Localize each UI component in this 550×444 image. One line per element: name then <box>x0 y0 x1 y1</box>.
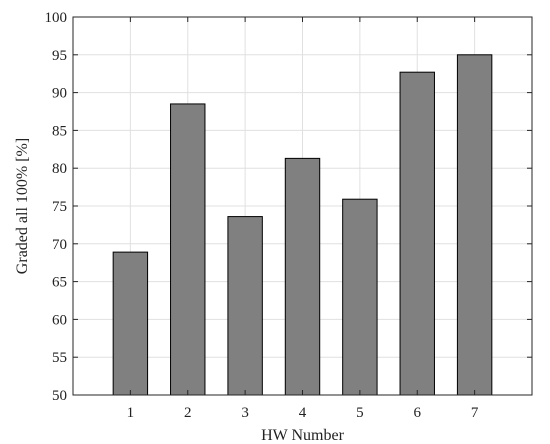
bar-hw-6 <box>399 71 435 396</box>
y-tick-label: 80 <box>52 161 67 177</box>
y-tick-label: 50 <box>52 388 67 404</box>
bar-hw-3 <box>227 216 263 396</box>
y-tick-label: 75 <box>52 199 67 215</box>
x-tick-label: 2 <box>184 405 192 421</box>
bar-hw-4 <box>284 157 321 396</box>
x-tick-label: 5 <box>356 405 364 421</box>
x-tick-label: 1 <box>127 405 135 421</box>
bars <box>112 54 493 396</box>
y-tick-label: 85 <box>52 123 67 139</box>
bar-hw-1 <box>112 251 149 396</box>
ticks <box>73 16 532 396</box>
x-axis-label: HW Number <box>261 427 344 444</box>
y-tick-label: 55 <box>52 350 67 366</box>
x-tick-label: 3 <box>241 405 249 421</box>
y-axis-label: Graded all 100% [%] <box>14 138 31 274</box>
y-tick-label: 95 <box>52 48 67 64</box>
bar-hw-2 <box>170 103 206 396</box>
y-tick-label: 65 <box>52 275 67 291</box>
bar-hw-7 <box>456 54 493 396</box>
bar-hw-5 <box>342 198 378 396</box>
y-tick-label: 70 <box>52 237 67 253</box>
y-tick-label: 60 <box>52 312 67 328</box>
y-tick-label: 90 <box>52 86 67 102</box>
x-tick-label: 7 <box>471 405 479 421</box>
x-tick-label: 4 <box>299 405 307 421</box>
y-tick-label: 100 <box>45 10 68 26</box>
tick-labels: 50 55 60 65 70 75 80 85 90 95 100 1 2 3 4 5 6 7 <box>45 10 479 421</box>
x-tick-label: 6 <box>414 405 422 421</box>
